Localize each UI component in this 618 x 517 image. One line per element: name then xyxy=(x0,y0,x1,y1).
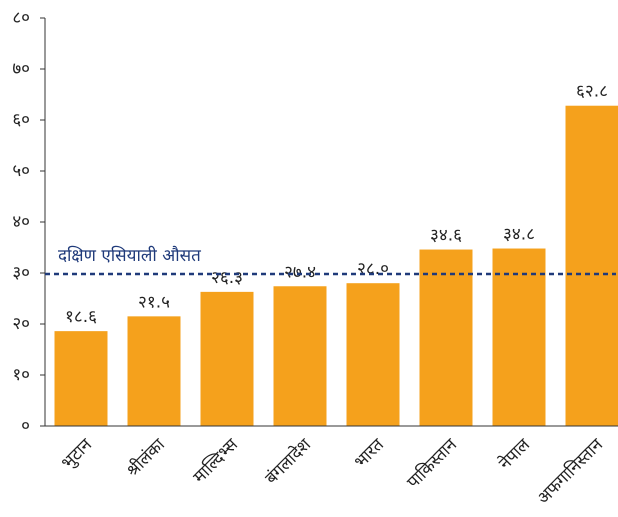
value-label: २८.० xyxy=(357,259,389,279)
value-label: १८.६ xyxy=(65,307,97,327)
x-tick-label: श्रीलंका xyxy=(122,434,169,481)
x-tick-label: बंगलादेश xyxy=(261,434,316,489)
bar xyxy=(565,105,618,426)
value-label: २७.४ xyxy=(284,262,316,282)
y-tick-label: ८० xyxy=(12,8,30,28)
y-tick-label: १० xyxy=(12,365,30,385)
bar xyxy=(273,286,327,426)
x-tick-label: भुटान xyxy=(58,435,97,474)
y-tick-label: ७० xyxy=(12,59,30,79)
bar xyxy=(127,316,181,426)
y-tick-label: ० xyxy=(21,416,30,436)
bar xyxy=(492,248,546,426)
y-tick-label: ३० xyxy=(12,263,30,283)
x-tick-label: माल्दिभ्स xyxy=(189,434,243,488)
value-label: ६२.८ xyxy=(576,82,608,102)
bar xyxy=(346,283,400,426)
value-label: ३४.८ xyxy=(503,225,535,245)
x-tick-label: भारत xyxy=(351,435,389,473)
value-label: २१.५ xyxy=(138,292,170,312)
value-label: ३४.६ xyxy=(430,226,462,246)
x-tick-label: पाकिस्तान xyxy=(403,434,462,493)
bar xyxy=(419,249,473,426)
y-tick-label: ५० xyxy=(12,161,30,181)
bar xyxy=(200,291,254,426)
bar xyxy=(54,331,108,426)
x-tick-label: अफगानिस्तान xyxy=(533,434,608,509)
reference-label: दक्षिण एसियाली औसत xyxy=(58,245,201,266)
x-tick-label: नेपाल xyxy=(494,434,534,474)
y-tick-label: ४० xyxy=(12,212,30,232)
value-label: २६.३ xyxy=(211,268,243,288)
y-tick-label: ६० xyxy=(12,110,30,130)
y-tick-label: २० xyxy=(12,314,30,334)
